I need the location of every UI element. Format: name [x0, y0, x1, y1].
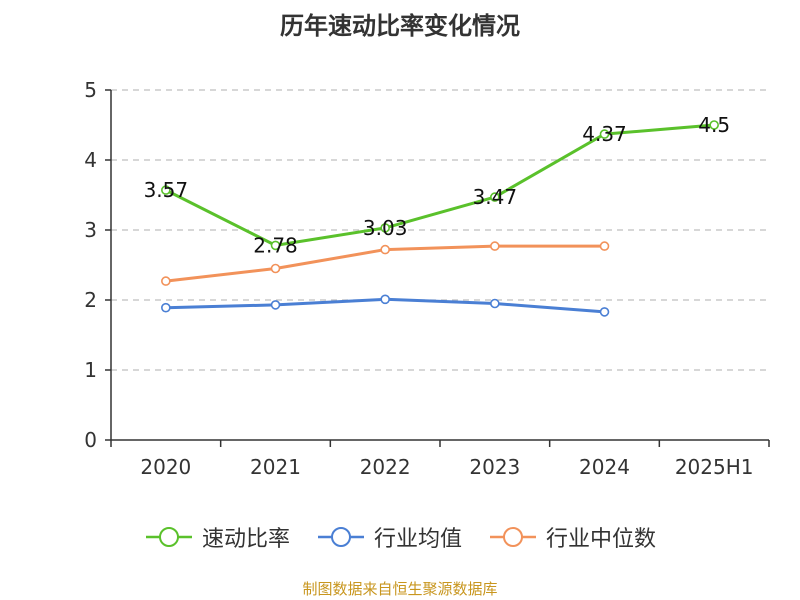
y-tick-label: 0 [84, 428, 97, 452]
data-point [490, 192, 500, 202]
x-tick-label: 2024 [579, 455, 630, 479]
legend-marker [490, 527, 536, 547]
legend-label: 行业均值 [373, 527, 462, 552]
data-label: 4.37 [582, 122, 627, 146]
x-tick-label: 2020 [140, 455, 191, 479]
data-label: 3.47 [473, 185, 518, 209]
data-point [490, 241, 500, 251]
data-point [709, 120, 719, 130]
data-point [599, 241, 610, 251]
series-line-0 [165, 123, 715, 247]
x-tick-label: 2021 [250, 455, 301, 479]
y-tick-label: 2 [84, 288, 97, 312]
y-tick-label: 5 [84, 78, 97, 102]
data-point [380, 244, 390, 255]
y-tick-label: 3 [84, 218, 97, 242]
legend-label: 行业中位数 [546, 527, 657, 552]
legend-marker [317, 527, 364, 547]
data-point [270, 263, 281, 274]
x-tick-label: 2023 [469, 455, 520, 479]
data-point [599, 129, 610, 139]
legend: 速动比率 行业均值 行业中位数 [0, 517, 800, 557]
legend-item[interactable]: 行业均值 [316, 521, 462, 553]
data-point [270, 240, 281, 251]
data-label: 3.03 [363, 216, 408, 240]
data-point [380, 294, 390, 305]
legend-item[interactable]: 速动比率 [144, 521, 290, 553]
legend-marker [145, 527, 192, 547]
data-point [490, 298, 500, 309]
data-point [161, 302, 171, 313]
y-tick-label: 1 [84, 358, 97, 382]
chart-title: 历年速动比率变化情况 [280, 12, 520, 40]
source-note: 制图数据来自恒生聚源数据库 [302, 580, 498, 598]
data-point [161, 185, 171, 195]
legend-label: 速动比率 [201, 527, 290, 552]
data-label: 3.57 [144, 178, 189, 202]
legend-item[interactable]: 行业中位数 [488, 521, 656, 553]
y-tick-label: 4 [84, 148, 97, 172]
data-point [599, 307, 610, 317]
data-label: 4.5 [698, 113, 730, 137]
data-point [380, 223, 390, 233]
x-tick-label: 2025H1 [675, 455, 754, 479]
data-point [161, 276, 171, 286]
data-label: 2.78 [253, 233, 298, 257]
x-tick-label: 2022 [360, 455, 411, 479]
data-point [270, 300, 281, 310]
